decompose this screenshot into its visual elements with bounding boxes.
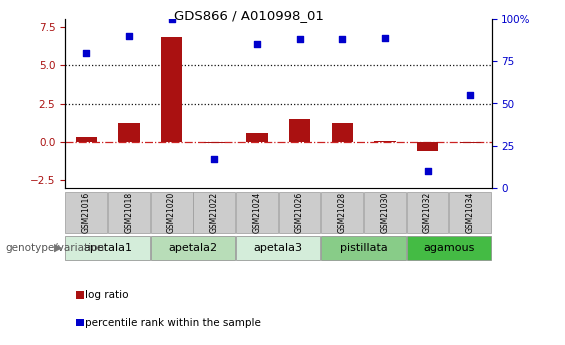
Bar xyxy=(236,192,278,233)
Text: GSM21032: GSM21032 xyxy=(423,192,432,233)
Text: GSM21034: GSM21034 xyxy=(466,192,475,233)
Point xyxy=(82,50,91,56)
Bar xyxy=(279,192,320,233)
Point xyxy=(466,92,475,98)
Point xyxy=(295,37,304,42)
Text: pistillata: pistillata xyxy=(340,243,388,253)
Point xyxy=(423,168,432,174)
Bar xyxy=(407,236,491,260)
Text: GSM21018: GSM21018 xyxy=(124,192,133,233)
Bar xyxy=(66,192,107,233)
Text: apetala2: apetala2 xyxy=(168,243,218,253)
Bar xyxy=(151,192,193,233)
Text: agamous: agamous xyxy=(423,243,475,253)
Bar xyxy=(459,142,481,143)
Text: GSM21024: GSM21024 xyxy=(253,192,262,233)
Bar xyxy=(236,236,320,260)
Point xyxy=(380,35,389,40)
Text: GSM21028: GSM21028 xyxy=(338,192,347,233)
Text: GSM21016: GSM21016 xyxy=(82,192,91,233)
Bar xyxy=(66,236,150,260)
Bar xyxy=(289,119,310,142)
Text: GSM21020: GSM21020 xyxy=(167,192,176,233)
Bar xyxy=(246,133,268,142)
Bar xyxy=(321,236,406,260)
Text: apetala3: apetala3 xyxy=(254,243,303,253)
Bar xyxy=(321,192,363,233)
Bar xyxy=(364,192,406,233)
Text: GSM21026: GSM21026 xyxy=(295,192,304,233)
Text: GSM21022: GSM21022 xyxy=(210,192,219,233)
Bar xyxy=(108,192,150,233)
Bar xyxy=(76,137,97,142)
Text: ▶: ▶ xyxy=(54,243,62,253)
Bar xyxy=(203,142,225,144)
Point xyxy=(253,41,262,47)
Text: GDS866 / A010998_01: GDS866 / A010998_01 xyxy=(173,9,324,22)
Bar xyxy=(332,124,353,142)
Text: GSM21030: GSM21030 xyxy=(380,192,389,233)
Text: apetala1: apetala1 xyxy=(83,243,132,253)
Bar xyxy=(407,192,449,233)
Text: percentile rank within the sample: percentile rank within the sample xyxy=(85,318,261,327)
Bar xyxy=(449,192,491,233)
Bar xyxy=(118,124,140,142)
Point xyxy=(210,157,219,162)
Bar xyxy=(374,141,396,142)
Text: log ratio: log ratio xyxy=(85,290,128,300)
Point xyxy=(338,37,347,42)
Bar xyxy=(193,192,235,233)
Bar xyxy=(417,142,438,151)
Bar xyxy=(161,37,182,142)
Text: genotype/variation: genotype/variation xyxy=(6,243,105,253)
Point xyxy=(167,16,176,22)
Bar xyxy=(151,236,235,260)
Point xyxy=(124,33,133,39)
